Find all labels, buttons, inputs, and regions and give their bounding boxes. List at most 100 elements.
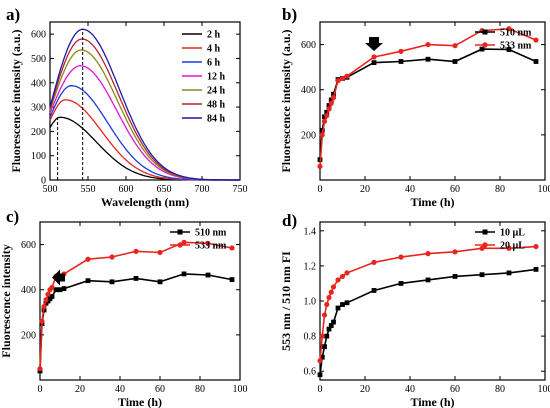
legend-marker <box>482 229 488 235</box>
x-axis-label: Time (h) <box>410 195 454 209</box>
x-tick-label: 750 <box>233 184 248 195</box>
data-point <box>39 318 45 324</box>
data-point <box>49 284 55 291</box>
data-point <box>533 59 539 64</box>
x-tick-label: 100 <box>233 384 248 395</box>
data-point <box>335 277 341 283</box>
data-point <box>533 37 539 43</box>
legend-label: 533 nm <box>500 41 532 52</box>
data-point <box>371 259 377 265</box>
data-point <box>425 41 431 48</box>
data-point <box>344 73 350 79</box>
data-point <box>533 267 539 272</box>
panel-label: b) <box>282 5 297 24</box>
data-point <box>506 26 512 32</box>
data-point <box>157 279 163 285</box>
data-point <box>371 288 377 293</box>
data-point <box>328 289 334 295</box>
x-axis-label: Wavelength (nm) <box>101 195 189 209</box>
data-point <box>326 106 332 112</box>
legend-label: 2 h <box>207 30 221 41</box>
data-point <box>133 276 139 281</box>
data-point <box>324 301 330 308</box>
data-point <box>371 54 377 60</box>
data-point <box>452 274 458 279</box>
data-point <box>330 95 337 101</box>
y-tick-label: 1.4 <box>304 226 317 237</box>
data-point <box>398 59 404 64</box>
chart-panel-a: a)500 550 600 650 700 7500100200300400500600W… <box>6 5 248 209</box>
data-point <box>317 358 323 364</box>
data-point <box>331 91 336 97</box>
data-point <box>326 294 332 301</box>
data-point <box>324 333 330 339</box>
data-point <box>43 297 49 303</box>
data-point <box>229 245 235 251</box>
data-point <box>335 305 341 311</box>
legend-label: 12 h <box>207 72 226 83</box>
data-point <box>321 118 328 124</box>
x-tick-label: 60 <box>155 384 165 395</box>
series-line-0 <box>319 48 537 160</box>
y-tick-label: 200 <box>301 130 316 141</box>
plot-frame <box>39 221 241 381</box>
chart-panel-c: c) 0 20 40 60 80 100 200 400 600 Time (h) Fluoresce… <box>0 207 248 408</box>
y-tick-label: 400 <box>21 285 36 296</box>
y-tick-label: 400 <box>301 85 316 96</box>
data-point <box>326 103 332 108</box>
arrow-marker <box>365 36 383 51</box>
chart-panel-b: b) 0 20 40 60 80 100 200 400 600 Time (h) Fluoresce… <box>279 5 550 209</box>
data-point <box>330 284 337 290</box>
x-tick-label: 20 <box>360 384 370 395</box>
data-point <box>49 294 55 299</box>
series-line-1 <box>319 245 537 361</box>
data-point <box>57 287 63 293</box>
x-tick-label: 20 <box>360 184 370 195</box>
data-point <box>109 279 115 285</box>
y-tick-label: 0.6 <box>304 367 317 378</box>
data-point <box>479 46 485 52</box>
plot-frame <box>49 21 241 181</box>
data-point <box>339 273 346 280</box>
legend-label: 10 µL <box>500 228 525 239</box>
x-tick-label: 100 <box>538 384 550 395</box>
data-point <box>317 372 323 378</box>
data-point <box>479 272 485 278</box>
y-tick-label: 1.2 <box>304 261 317 272</box>
x-tick-label: 0 <box>318 384 323 395</box>
x-axis-label: Time (h) <box>410 395 454 408</box>
data-point <box>425 277 431 283</box>
data-point <box>133 248 139 254</box>
data-point <box>324 109 330 115</box>
data-point <box>326 326 332 332</box>
x-tick-label: 80 <box>495 184 505 195</box>
legend-marker <box>482 42 488 48</box>
data-point <box>452 249 458 255</box>
x-axis-label: Time (h) <box>118 395 162 408</box>
data-point <box>205 240 211 247</box>
data-point <box>506 270 512 276</box>
legend-marker <box>482 29 488 35</box>
x-tick-label: 0 <box>318 184 323 195</box>
legend-label: 20 µL <box>500 241 525 252</box>
legend-label: 4 h <box>207 44 221 55</box>
y-axis-label: 553 nm / 510 nm FI <box>279 251 293 351</box>
x-tick-label: 650 <box>157 184 172 195</box>
data-point <box>37 366 43 372</box>
y-tick-label: 600 <box>301 40 316 51</box>
data-point <box>109 254 115 260</box>
legend-label: 84 h <box>207 114 226 125</box>
legend-label: 24 h <box>207 86 226 97</box>
series-line-6 <box>49 28 240 181</box>
data-point <box>398 48 404 54</box>
data-point <box>181 239 187 245</box>
x-tick-label: 40 <box>115 384 125 395</box>
data-point <box>319 354 325 360</box>
legend-label: 6 h <box>207 58 221 69</box>
legend-label: 510 nm <box>195 228 227 239</box>
x-tick-label: 60 <box>450 384 460 395</box>
panel-label: a) <box>6 5 20 24</box>
data-point <box>205 272 211 278</box>
